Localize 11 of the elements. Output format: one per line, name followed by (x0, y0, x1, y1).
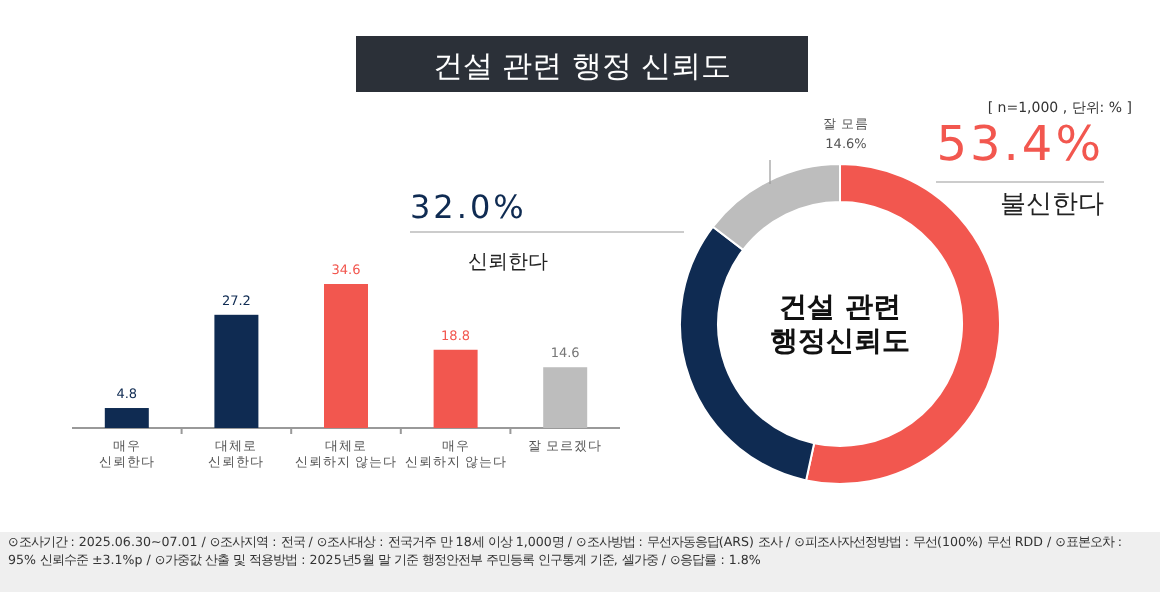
slice-label: 신뢰한다 (468, 252, 548, 274)
bar (433, 349, 478, 428)
bar (104, 408, 149, 428)
text: 건설 관련 행정신뢰도 (770, 292, 910, 358)
chart-title: 건설 관련 행정 신뢰도 (432, 48, 732, 84)
bar (214, 314, 259, 428)
data-label: 32.0% (410, 188, 527, 226)
bar (543, 367, 588, 428)
bar (324, 284, 368, 428)
slice-label: 불신한다 (1000, 190, 1104, 220)
data-label: 53.4% (936, 116, 1104, 172)
